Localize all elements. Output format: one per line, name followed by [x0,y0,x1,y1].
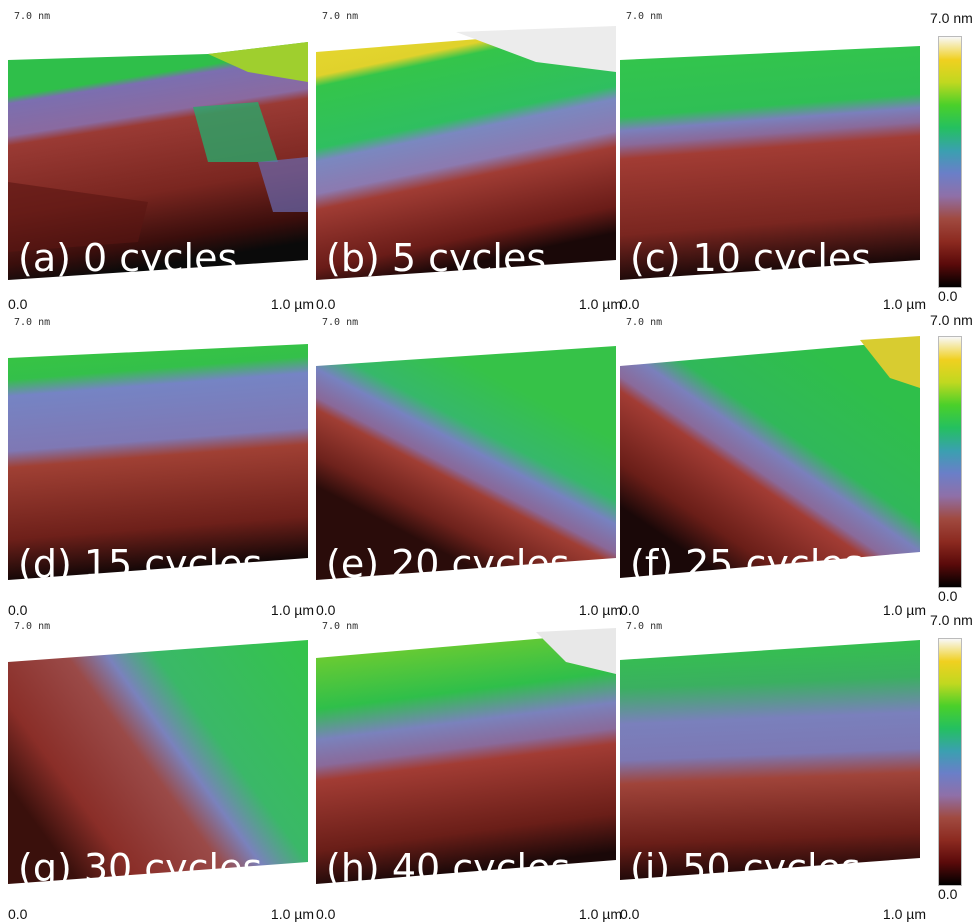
afm-panel-c: 7.0 nm (c) 10 cycles 0.0 1.0 µm [620,11,926,312]
afm-panel-h: 7.0 nm (h) 40 cycles 0.0 1.0 µm [316,621,622,922]
panel-label: (g) 30 cycles [18,846,263,890]
x-axis-start: 0.0 [316,602,336,618]
x-axis-end: 1.0 µm [578,296,622,312]
afm-surface-image [316,26,616,280]
panel-label: (d) 15 cycles [18,542,263,586]
x-axis-start: 0.0 [620,296,640,312]
colorbar-max-label: 7.0 nm [930,312,973,328]
x-axis-start: 0.0 [316,906,336,922]
afm-panel-f: 7.0 nm (f) 25 cycles 0.0 1.0 µm [620,317,926,618]
panel-label: (i) 50 cycles [630,846,861,890]
x-axis-start: 0.0 [620,602,640,618]
x-axis-end: 1.0 µm [270,296,314,312]
panel-label: (c) 10 cycles [630,236,872,280]
x-axis-start: 0.0 [8,906,28,922]
afm-surface-image [620,46,920,280]
panel-label: (a) 0 cycles [18,236,238,280]
x-axis-start: 0.0 [620,906,640,922]
scan-height-label: 7.0 nm [322,11,359,22]
afm-surface-image [316,628,616,884]
panel-label: (b) 5 cycles [326,236,547,280]
panel-label: (e) 20 cycles [326,542,570,586]
height-colorbar [938,638,962,886]
x-axis-end: 1.0 µm [270,906,314,922]
height-colorbar [938,36,962,288]
colorbar-min-label: 0.0 [938,588,958,604]
afm-panel-a: 7.0 nm (a) 0 cycles 0.0 1.0 µm [8,11,314,312]
scan-height-label: 7.0 nm [14,317,51,328]
scan-height-label: 7.0 nm [322,317,359,328]
x-axis-start: 0.0 [8,296,28,312]
scan-height-label: 7.0 nm [14,621,51,632]
colorbar-max-label: 7.0 nm [930,10,973,26]
afm-surface-image [8,640,308,884]
afm-panel-i: 7.0 nm (i) 50 cycles 0.0 1.0 µm [620,621,926,922]
panel-label: (h) 40 cycles [326,846,571,890]
x-axis-end: 1.0 µm [882,906,926,922]
scan-height-label: 7.0 nm [14,11,51,22]
height-colorbar [938,336,962,588]
scan-height-label: 7.0 nm [626,317,663,328]
afm-panel-d: 7.0 nm (d) 15 cycles 0.0 1.0 µm [8,317,314,618]
afm-panel-b: 7.0 nm (b) 5 cycles 0.0 1.0 µm [316,11,622,312]
x-axis-end: 1.0 µm [270,602,314,618]
x-axis-end: 1.0 µm [578,906,622,922]
scan-height-label: 7.0 nm [626,621,663,632]
scan-height-label: 7.0 nm [322,621,359,632]
scan-height-label: 7.0 nm [626,11,663,22]
x-axis-start: 0.0 [316,296,336,312]
colorbar-max-label: 7.0 nm [930,612,973,628]
x-axis-end: 1.0 µm [578,602,622,618]
colorbar-min-label: 0.0 [938,886,958,902]
x-axis-end: 1.0 µm [882,296,926,312]
panel-label: (f) 25 cycles [630,542,864,586]
afm-surface-image [8,42,308,280]
x-axis-end: 1.0 µm [882,602,926,618]
afm-panel-e: 7.0 nm (e) 20 cycles 0.0 1.0 µm [316,317,622,618]
afm-surface-image [620,336,920,578]
afm-surface-image [8,344,308,580]
colorbar-min-label: 0.0 [938,288,958,304]
afm-panel-g: 7.0 nm (g) 30 cycles 0.0 1.0 µm [8,621,314,922]
afm-surface-image [620,640,920,880]
x-axis-start: 0.0 [8,602,28,618]
afm-surface-image [316,346,616,580]
